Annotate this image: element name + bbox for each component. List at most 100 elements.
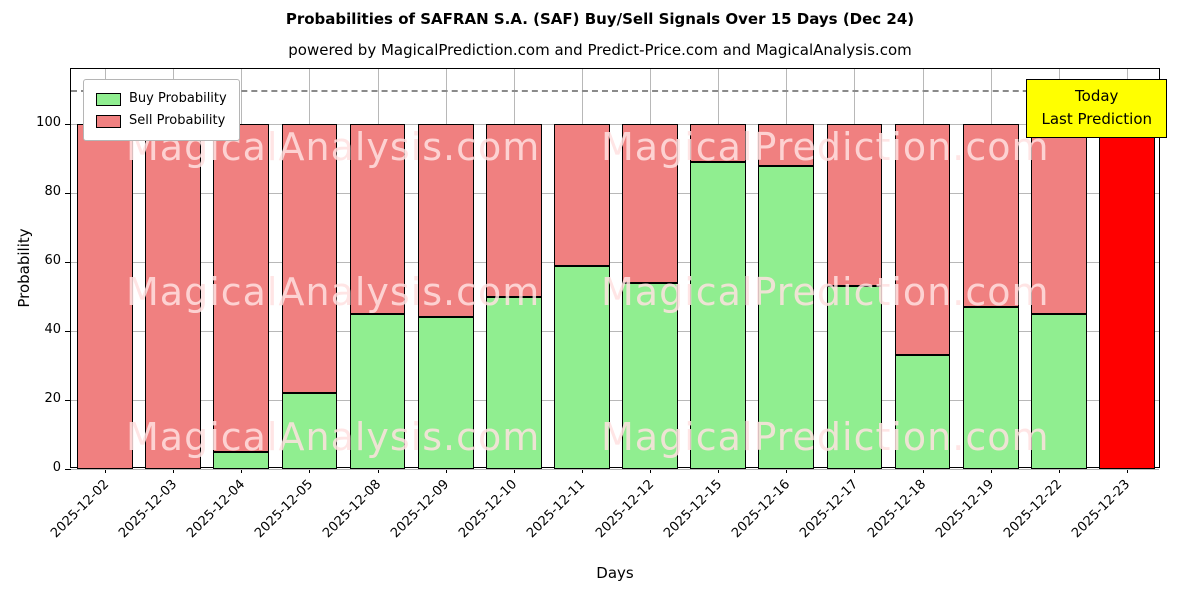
x-tick-label: 2025-12-10 (456, 477, 521, 542)
bar-segment-sell (77, 124, 133, 469)
legend-label-buy: Buy Probability (129, 91, 227, 106)
today-annotation-line2: Last Prediction (1041, 110, 1152, 129)
x-tick-mark (513, 468, 515, 473)
bar-segment-buy (826, 286, 883, 469)
x-tick-label: 2025-12-15 (660, 477, 725, 542)
h-gridline (71, 469, 1159, 470)
bar-segment-buy (758, 165, 815, 469)
bar-segment-buy (213, 451, 270, 469)
x-tick-mark (377, 468, 379, 473)
bar-segment-buy (622, 282, 678, 469)
legend-item-buy: Buy Probability (96, 88, 227, 110)
y-tick-mark (65, 331, 71, 333)
x-tick-mark (650, 468, 652, 473)
y-tick-label: 40 (44, 322, 61, 338)
x-tick-label: 2025-12-23 (1069, 477, 1134, 542)
y-tick-mark (65, 400, 71, 402)
bar-segment-sell (622, 124, 678, 283)
bar-segment-sell (213, 124, 270, 452)
legend-item-sell: Sell Probability (96, 110, 227, 132)
h-gridline (71, 262, 1159, 264)
h-gridline (71, 124, 1159, 126)
x-tick-mark (173, 468, 175, 473)
h-gridline (71, 400, 1159, 402)
bar-segment-sell (758, 124, 815, 166)
x-tick-label: 2025-12-12 (592, 477, 657, 542)
bar-segment-buy (690, 162, 747, 469)
y-tick-label: 60 (44, 253, 61, 269)
bar-segment-buy (281, 393, 338, 469)
x-tick-label: 2025-12-02 (47, 477, 112, 542)
y-tick-label: 0 (52, 460, 61, 475)
bar-segment-sell (281, 124, 338, 394)
x-tick-mark (581, 468, 583, 473)
x-tick-mark (786, 468, 788, 473)
bar-segment-sell (962, 124, 1019, 307)
y-tick-mark (65, 262, 71, 264)
legend-label-sell: Sell Probability (129, 113, 226, 129)
legend: Buy Probability Sell Probability (83, 79, 240, 142)
bar-segment-buy (485, 296, 542, 469)
y-tick-mark (65, 469, 71, 470)
x-tick-label: 2025-12-17 (797, 477, 862, 542)
bar-segment-sell (690, 124, 747, 163)
y-tick-label: 80 (44, 184, 61, 200)
buy-probability-swatch (96, 92, 121, 106)
x-tick-label: 2025-12-22 (1001, 477, 1066, 542)
today-annotation-line1: Today (1075, 87, 1119, 105)
bar-segment-sell (349, 124, 406, 314)
x-tick-label: 2025-12-05 (252, 477, 317, 542)
h-gridline (71, 331, 1159, 333)
x-tick-mark (1058, 468, 1060, 473)
y-tick-label: 100 (36, 115, 61, 131)
x-axis-label: Days (596, 564, 634, 582)
watermark-analysis: MagicalAnalysis.com (126, 270, 541, 314)
watermark-prediction: MagicalPrediction.com (601, 415, 1050, 459)
x-tick-label: 2025-12-16 (728, 477, 793, 542)
x-tick-mark (718, 468, 720, 473)
bar-segment-sell (554, 124, 610, 266)
today-annotation-box: Today Last Prediction (1026, 79, 1167, 138)
x-tick-mark (854, 468, 856, 473)
bar-segment-buy (962, 306, 1019, 469)
bar-segment-sell (485, 124, 542, 297)
x-tick-label: 2025-12-18 (865, 477, 930, 542)
watermark-analysis: MagicalAnalysis.com (126, 415, 541, 459)
y-tick-mark (65, 193, 71, 195)
x-tick-mark (241, 468, 243, 473)
x-tick-label: 2025-12-19 (933, 477, 998, 542)
chart-title: Probabilities of SAFRAN S.A. (SAF) Buy/S… (285, 10, 915, 28)
y-tick-mark (65, 124, 71, 126)
bar-segment-buy (349, 313, 406, 469)
x-tick-label: 2025-12-04 (183, 477, 248, 542)
sell-probability-swatch (96, 114, 121, 128)
x-tick-mark (922, 468, 924, 473)
y-tick-label: 20 (44, 391, 61, 407)
x-tick-label: 2025-12-11 (524, 477, 589, 542)
threshold-dashed-line (71, 89, 1159, 92)
plot-area: MagicalAnalysis.com MagicalPrediction.com… (36, 68, 1167, 541)
x-tick-mark (105, 468, 107, 473)
x-tick-mark (309, 468, 311, 473)
bar-segment-sell (145, 124, 202, 469)
x-tick-mark (1126, 468, 1128, 473)
h-gridline (71, 193, 1159, 195)
watermark-prediction: MagicalPrediction.com (601, 270, 1050, 314)
bar-segment-buy (894, 355, 951, 469)
bar-segment-sell (826, 124, 883, 287)
bar-segment-sell (1030, 124, 1087, 314)
bar-segment-sell (894, 124, 951, 356)
x-tick-label: 2025-12-09 (388, 477, 453, 542)
bar-segment-buy (1030, 313, 1087, 469)
x-tick-mark (445, 468, 447, 473)
x-tick-label: 2025-12-08 (320, 477, 385, 542)
bar-segment-buy (554, 265, 610, 469)
watermark-prediction: MagicalPrediction.com (601, 125, 1050, 169)
bar-segment-sell (417, 124, 474, 318)
bar-today (1099, 124, 1155, 469)
x-tick-label: 2025-12-03 (115, 477, 180, 542)
chart-subtitle: powered by MagicalPrediction.com and Pre… (288, 41, 912, 59)
bar-segment-buy (417, 317, 474, 469)
x-tick-mark (990, 468, 992, 473)
